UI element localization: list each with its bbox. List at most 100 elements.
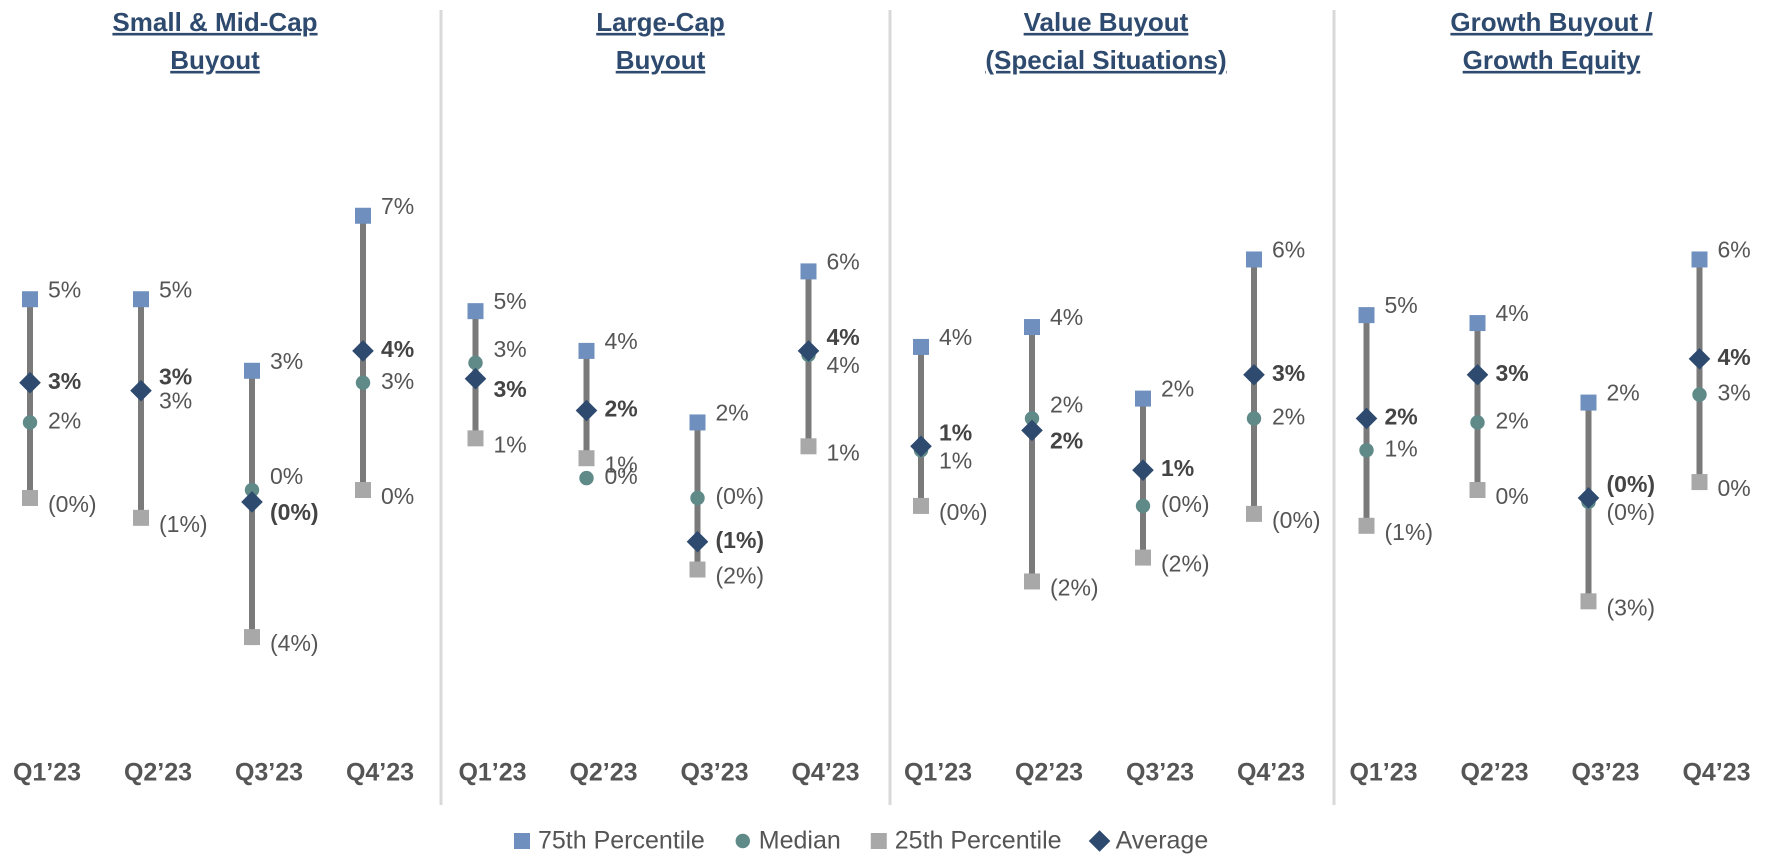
average-label: 4% bbox=[1718, 344, 1751, 370]
marker-diamond bbox=[1132, 459, 1154, 481]
value-label: 6% bbox=[1272, 237, 1305, 263]
marker-circle bbox=[1359, 443, 1374, 458]
marker-diamond bbox=[686, 530, 709, 553]
value-label: (0%) bbox=[716, 483, 765, 509]
legend-marker bbox=[870, 833, 887, 849]
average-label: 2% bbox=[1050, 427, 1083, 453]
value-label: 2% bbox=[1496, 408, 1529, 434]
value-label: 0% bbox=[1496, 483, 1529, 509]
marker-diamond bbox=[575, 399, 598, 422]
value-label: 4% bbox=[939, 324, 972, 350]
marker-circle bbox=[579, 470, 594, 486]
x-tick-label: Q1’23 bbox=[904, 759, 972, 787]
marker-square bbox=[467, 303, 484, 320]
value-label: 0% bbox=[605, 463, 638, 489]
marker-circle bbox=[1135, 498, 1151, 514]
marker-square bbox=[244, 629, 260, 646]
x-tick-label: Q3’23 bbox=[1571, 759, 1639, 787]
legend-label: Average bbox=[1116, 827, 1209, 855]
marker-square bbox=[1469, 482, 1486, 499]
marker-diamond bbox=[1688, 348, 1711, 370]
value-label: 2% bbox=[1161, 376, 1194, 402]
value-label: (2%) bbox=[716, 563, 765, 589]
marker-circle bbox=[1470, 415, 1485, 430]
value-label: (1%) bbox=[1385, 519, 1434, 545]
panel-title: Growth Buyout / bbox=[1450, 7, 1652, 37]
value-label: 0% bbox=[381, 483, 414, 509]
average-label: 2% bbox=[605, 396, 638, 422]
value-label: 2% bbox=[716, 400, 749, 426]
x-tick-label: Q3’23 bbox=[235, 759, 303, 787]
marker-diamond bbox=[241, 491, 263, 513]
legend-marker bbox=[514, 833, 530, 849]
marker-circle bbox=[22, 415, 38, 430]
marker-circle bbox=[1024, 411, 1040, 426]
value-label: 1% bbox=[827, 439, 860, 465]
value-label: (4%) bbox=[270, 630, 319, 656]
marker-square bbox=[1135, 549, 1151, 566]
value-label: 5% bbox=[1385, 292, 1418, 318]
value-label: (3%) bbox=[1607, 594, 1656, 620]
marker-square bbox=[1580, 394, 1597, 411]
marker-circle bbox=[690, 490, 705, 506]
x-tick-label: Q1’23 bbox=[13, 759, 81, 787]
panel-title: Small & Mid-Cap bbox=[112, 7, 317, 37]
average-label: 3% bbox=[48, 368, 81, 394]
marker-square bbox=[133, 509, 149, 526]
panel-title: Large-Cap bbox=[596, 7, 725, 37]
value-label: (0%) bbox=[1272, 507, 1321, 533]
marker-square bbox=[244, 362, 260, 379]
marker-square bbox=[1246, 505, 1262, 522]
x-tick-label: Q3’23 bbox=[680, 759, 748, 787]
x-tick-label: Q3’23 bbox=[1126, 759, 1194, 787]
marker-diamond bbox=[1243, 363, 1265, 386]
value-label: (0%) bbox=[939, 499, 988, 525]
marker-diamond bbox=[464, 367, 487, 390]
marker-square bbox=[1135, 390, 1151, 407]
panel-title: Buyout bbox=[616, 45, 706, 75]
marker-circle bbox=[355, 375, 371, 390]
marker-circle bbox=[468, 355, 483, 371]
value-label: 2% bbox=[48, 408, 81, 434]
value-label: 6% bbox=[1718, 237, 1751, 263]
value-label: 1% bbox=[1385, 435, 1418, 461]
marker-square bbox=[1691, 251, 1708, 268]
marker-square bbox=[22, 489, 38, 506]
legend-label: Median bbox=[759, 827, 841, 855]
value-label: 3% bbox=[494, 336, 527, 362]
value-label: 3% bbox=[1718, 380, 1751, 406]
value-label: (2%) bbox=[1050, 575, 1099, 601]
value-label: 2% bbox=[1607, 380, 1640, 406]
x-tick-label: Q2’23 bbox=[124, 759, 192, 787]
legend-label: 25th Percentile bbox=[895, 827, 1062, 855]
value-label: 6% bbox=[827, 248, 860, 274]
marker-square bbox=[22, 291, 38, 308]
marker-square bbox=[1024, 319, 1040, 336]
marker-diamond bbox=[1577, 487, 1600, 509]
average-label: (1%) bbox=[716, 527, 765, 553]
marker-circle bbox=[244, 482, 260, 498]
marker-diamond bbox=[130, 379, 152, 402]
marker-square bbox=[578, 450, 595, 467]
value-label: 3% bbox=[270, 348, 303, 374]
legend-marker bbox=[1088, 830, 1111, 852]
value-label: 7% bbox=[381, 193, 414, 219]
marker-square bbox=[913, 497, 929, 514]
average-label: (0%) bbox=[1607, 471, 1656, 497]
average-label: 3% bbox=[494, 376, 527, 402]
average-label: 1% bbox=[1161, 455, 1194, 481]
marker-square bbox=[1358, 517, 1375, 534]
marker-square bbox=[800, 263, 817, 280]
average-label: (0%) bbox=[270, 499, 319, 525]
value-label: 0% bbox=[1718, 475, 1751, 501]
value-label: 2% bbox=[1272, 404, 1305, 430]
average-label: 3% bbox=[159, 364, 192, 390]
marker-diamond bbox=[1021, 419, 1043, 442]
value-label: (1%) bbox=[159, 511, 208, 537]
panel-title: (Special Situations) bbox=[985, 45, 1226, 75]
x-tick-label: Q2’23 bbox=[1460, 759, 1528, 787]
legend-label: 75th Percentile bbox=[538, 827, 705, 855]
value-label: (2%) bbox=[1161, 551, 1210, 577]
marker-diamond bbox=[910, 435, 932, 458]
